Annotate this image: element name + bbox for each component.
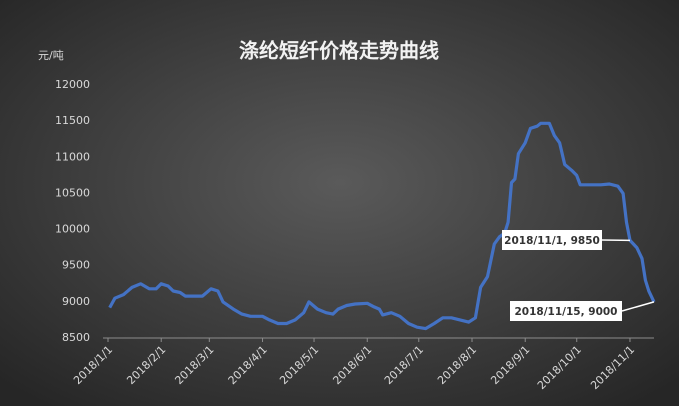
y-axis-label: 元/吨 [38,49,64,62]
annotation-box [510,301,622,321]
y-tick-label: 11500 [55,114,90,127]
y-tick-label: 10000 [55,223,90,236]
annotation-text: 2018/11/1, 9850 [504,235,600,247]
y-tick-label: 8500 [62,331,90,344]
y-tick-label: 10500 [55,186,90,199]
y-tick-label: 9000 [62,295,90,308]
annotation-text: 2018/11/15, 9000 [515,306,618,318]
chart-title: 涤纶短纤价格走势曲线 [239,39,439,63]
annotation-box [502,230,602,250]
data-line [108,121,656,331]
annotation-pointer [621,301,655,312]
y-tick-label: 9500 [62,259,90,272]
y-tick-label: 12000 [55,78,90,91]
y-tick-label: 11000 [55,150,90,163]
